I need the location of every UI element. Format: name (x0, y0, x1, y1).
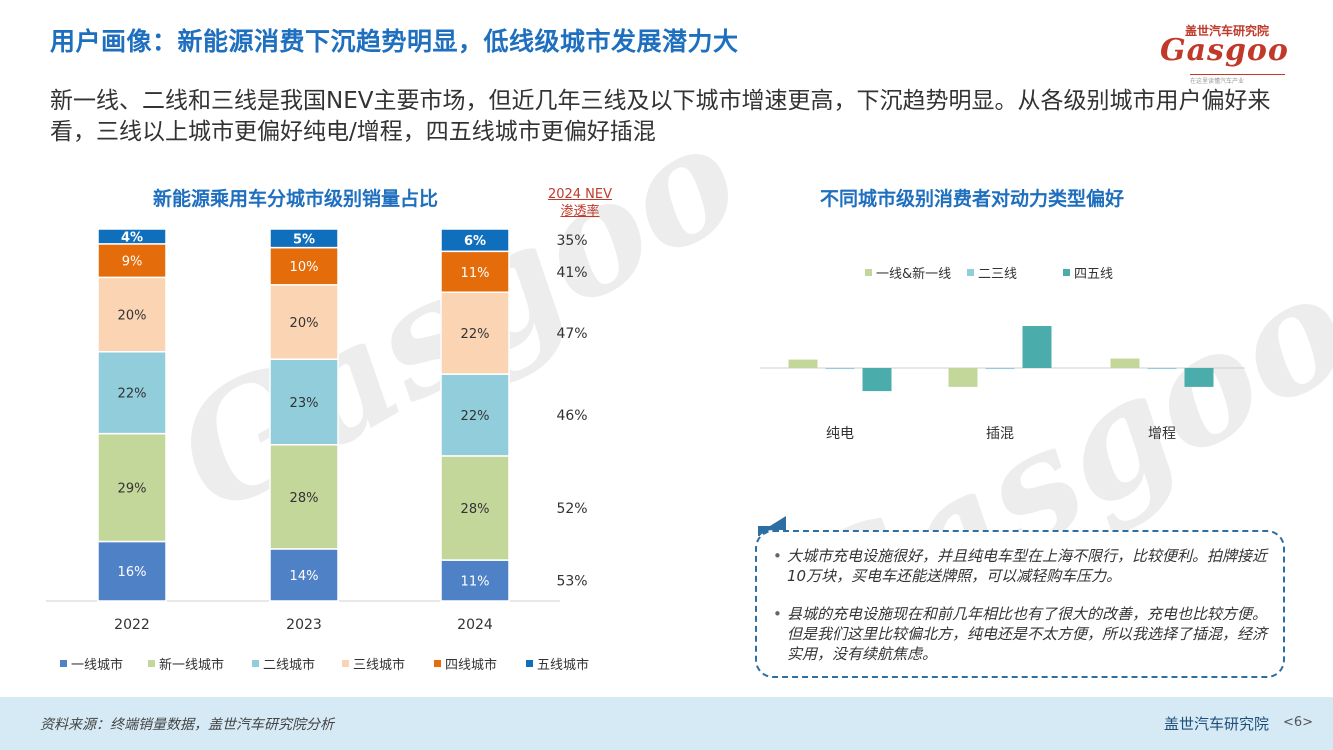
bar-segment (440, 559, 510, 602)
nev-penetration-label: 35% (556, 233, 587, 249)
nev-penetration-label: 46% (556, 408, 587, 424)
footer-brand: 盖世汽车研究院 (1163, 715, 1269, 733)
legend-swatch (967, 269, 974, 276)
data-label: 22% (461, 327, 490, 342)
quote-text-2: 县城的充电设施现在和前几年相比也有了很大的改善，充电也比较方便。但是我们这里比较… (787, 605, 1268, 663)
quote-item: • 县城的充电设施现在和前几年相比也有了很大的改善，充电也比较方便。但是我们这里… (773, 604, 1268, 664)
right-chart-title: 不同城市级别消费者对动力类型偏好 (820, 188, 1125, 210)
preference-bar (825, 368, 855, 370)
quote-text-1: 大城市充电设施很好，并且纯电车型在上海不限行，比较便利。拍牌接近10万块，买电车… (787, 547, 1268, 585)
preference-bar (1022, 326, 1052, 368)
data-label: 23% (290, 396, 319, 411)
source-note: 资料来源：终端销量数据，盖世汽车研究院分析 (40, 717, 334, 733)
bar-segment (440, 455, 510, 561)
preference-bar (1184, 368, 1214, 387)
data-label: 20% (118, 309, 147, 324)
quote-box: • 大城市充电设施很好，并且纯电车型在上海不限行，比较便利。拍牌接近10万块，买… (755, 530, 1285, 678)
logo-underline (1190, 74, 1285, 75)
footer-bar: 资料来源：终端销量数据，盖世汽车研究院分析 盖世汽车研究院 <6> (0, 697, 1333, 750)
legend-swatch (342, 660, 349, 667)
data-label: 4% (121, 230, 143, 245)
stacked-bar-chart: 16% 29% 22% 20% 9% 4% 2022 14% 28% 23% 20% 10% 5% 202… (46, 228, 589, 673)
page-number: <6> (1282, 715, 1313, 730)
logo-wordmark: Gasgoo (1160, 33, 1289, 68)
x-tick-label: 2023 (286, 617, 322, 633)
legend-label: 二线城市 (263, 657, 315, 673)
preference-bar (948, 368, 978, 387)
legend-label: 四线城市 (445, 657, 497, 673)
left-chart-title: 新能源乘用车分城市级别销量占比 (153, 188, 439, 210)
legend-label: 五线城市 (537, 657, 589, 673)
x-tick-label: 插混 (986, 426, 1014, 442)
x-tick-label: 2024 (457, 617, 493, 633)
data-label: 28% (290, 491, 319, 506)
data-label: 14% (290, 569, 319, 584)
data-label: 6% (464, 234, 486, 249)
legend-label: 二三线 (978, 267, 1017, 282)
legend-label: 三线城市 (353, 657, 405, 673)
nev-penetration-label: 53% (556, 574, 587, 590)
data-label: 11% (461, 575, 490, 590)
nev-penetration-label: 47% (556, 326, 587, 342)
quote-item: • 大城市充电设施很好，并且纯电车型在上海不限行，比较便利。拍牌接近10万块，买… (773, 546, 1268, 586)
legend-label: 一线&新一线 (876, 266, 951, 282)
preference-bar (788, 359, 818, 368)
logo-tagline: 在这里读懂汽车产业 (1190, 78, 1245, 85)
data-label: 22% (118, 387, 147, 402)
nev-penetration-header: 2024 NEV 渗透率 (540, 186, 620, 220)
bullet: • (773, 547, 782, 565)
data-label: 22% (461, 409, 490, 424)
nev-header-line1: 2024 NEV (547, 187, 613, 202)
nev-penetration-label: 41% (556, 265, 587, 281)
bar-segment (269, 548, 339, 602)
x-tick-label: 增程 (1148, 426, 1176, 442)
preference-bar (1147, 368, 1177, 370)
legend-swatch (148, 660, 155, 667)
bar-segment (269, 284, 339, 360)
bar-segment (440, 228, 510, 253)
preference-bar (985, 368, 1015, 370)
legend-swatch (865, 269, 872, 276)
legend-label: 四五线 (1074, 267, 1113, 282)
bar-segment (97, 228, 167, 245)
data-label: 29% (118, 482, 147, 497)
preference-bar-chart: 纯电 插混 增程 一线&新一线 二三线 四五线 (760, 266, 1245, 442)
intro-text: 新一线、二线和三线是我国NEV主要市场，但近几年三线及以下城市增速更高，下沉趋势… (50, 88, 1271, 145)
legend-label: 新一线城市 (159, 657, 224, 673)
data-label: 20% (290, 316, 319, 331)
data-label: 5% (293, 232, 315, 247)
preference-bar (862, 368, 892, 392)
bar-segment (97, 540, 167, 602)
legend-swatch (434, 660, 441, 667)
data-label: 16% (118, 565, 147, 580)
legend-swatch (1063, 269, 1070, 276)
bar-segment (440, 373, 510, 457)
legend-label: 一线城市 (71, 657, 123, 673)
data-label: 10% (290, 260, 319, 275)
bar-segment (440, 250, 510, 293)
bar-segment (269, 444, 339, 550)
bar-segment (440, 291, 510, 375)
x-tick-label: 2022 (114, 617, 150, 633)
bar-segment (269, 228, 339, 249)
bullet: • (773, 605, 782, 623)
x-tick-label: 纯电 (826, 426, 854, 442)
preference-bar (1110, 358, 1140, 368)
page-title: 用户画像：新能源消费下沉趋势明显，低线级城市发展潜力大 (50, 27, 739, 56)
nev-penetration-label: 52% (556, 501, 587, 517)
logo-chinese-name: 盖世汽车研究院 (1185, 24, 1270, 38)
legend-swatch (252, 660, 259, 667)
legend-swatch (526, 660, 533, 667)
legend-swatch (60, 660, 67, 667)
data-label: 9% (122, 255, 143, 270)
data-label: 11% (461, 266, 490, 281)
data-label: 28% (461, 502, 490, 517)
bar-segment (97, 432, 167, 543)
gasgoo-logo: 盖世汽车研究院 Gasgoo 在这里读懂汽车产业 (1160, 22, 1295, 85)
nev-header-line2: 渗透率 (560, 204, 600, 219)
